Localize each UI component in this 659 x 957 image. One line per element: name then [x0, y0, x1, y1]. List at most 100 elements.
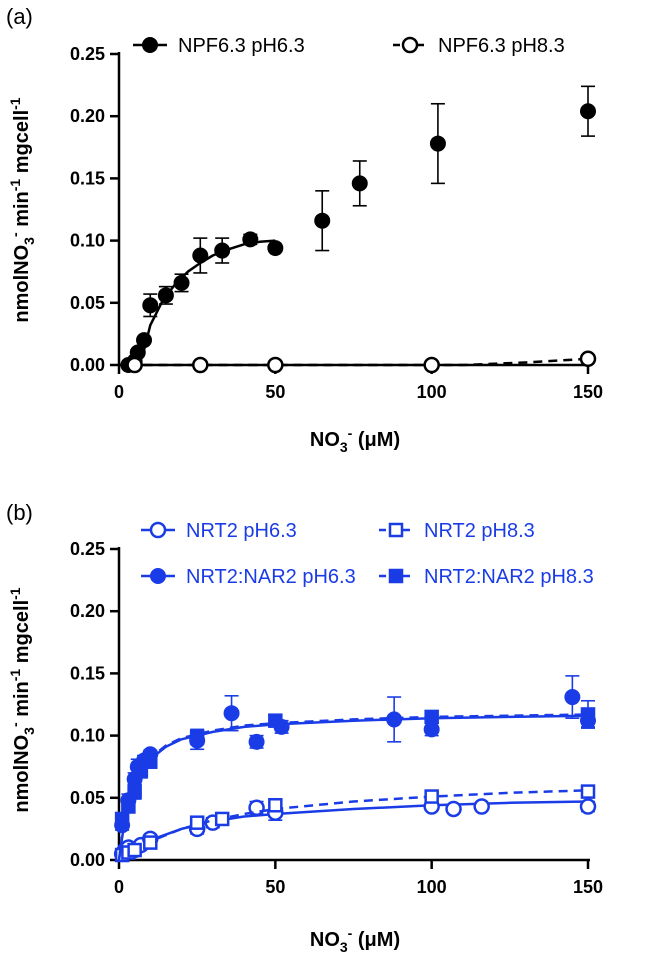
data-point — [423, 721, 440, 738]
data-point — [127, 842, 142, 858]
legend-marker — [388, 522, 404, 538]
data-point — [579, 350, 597, 368]
data-point — [192, 356, 209, 374]
legend-marker — [150, 568, 166, 584]
text-span: - — [7, 232, 23, 237]
legend-marker — [388, 568, 404, 584]
data-point — [386, 711, 403, 728]
legend-label: NRT2 pH6.3 — [186, 520, 297, 542]
data-point — [189, 815, 205, 830]
y-tick-label: 0.00 — [70, 850, 105, 870]
text-span: 3 — [21, 237, 37, 245]
x-tick-label: 0 — [114, 382, 124, 402]
y-tick-label: 0.10 — [70, 726, 105, 746]
data-point — [473, 798, 490, 815]
data-point — [136, 332, 153, 349]
x-tick-label: 150 — [573, 877, 603, 897]
y-tick-label: 0.25 — [70, 44, 105, 64]
text-span: min — [11, 681, 33, 722]
data-point — [580, 103, 596, 120]
legend-label: NPF6.3 pH6.3 — [178, 35, 305, 57]
y-tick-label: 0.15 — [70, 168, 105, 188]
text-span: -1 — [7, 587, 23, 600]
panel-label: (b) — [6, 500, 33, 525]
x-tick-label: 150 — [573, 382, 603, 402]
y-tick-label: 0.20 — [70, 106, 105, 126]
data-point — [351, 175, 368, 192]
text-span: - — [7, 722, 23, 727]
x-tick-label: 50 — [265, 382, 285, 402]
y-axis-title: nmolNO3- min-1 mgcell-1 — [7, 97, 37, 322]
legend-entry: NPF6.3 pH6.3 — [133, 35, 305, 57]
data-point — [223, 705, 240, 722]
y-tick-label: 0.15 — [70, 663, 105, 683]
data-point — [429, 135, 446, 152]
text-span: - — [348, 925, 353, 941]
data-point — [143, 835, 158, 850]
data-point — [121, 799, 136, 814]
y-tick-label: 0.00 — [70, 355, 105, 375]
fit-curve — [118, 789, 589, 862]
legend-entry: NRT2:NAR2 pH6.3 — [141, 566, 356, 588]
fit-curve — [117, 713, 589, 861]
data-point — [267, 356, 284, 374]
data-point — [424, 789, 439, 804]
text-span: NO — [310, 929, 340, 951]
legend-marker — [149, 521, 167, 539]
data-point — [189, 729, 205, 745]
x-tick-label: 100 — [417, 382, 447, 402]
data-point — [268, 713, 283, 728]
series-nrt2-nar2-ph8-3 — [114, 699, 596, 861]
data-point — [580, 784, 596, 799]
data-point — [214, 242, 231, 259]
text-span: NO — [310, 429, 340, 451]
y-axis-title: nmolNO3- min-1 mgcell-1 — [7, 587, 37, 812]
text-span: min — [11, 191, 33, 232]
data-point — [248, 733, 265, 750]
data-point — [114, 811, 130, 827]
y-tick-label: 0.10 — [70, 231, 105, 251]
legend-label: NRT2:NAR2 pH6.3 — [186, 566, 356, 588]
text-span: 3 — [21, 727, 37, 735]
text-span: 3 — [340, 939, 348, 955]
y-tick-label: 0.05 — [70, 293, 105, 313]
legend-entry: NPF6.3 pH8.3 — [393, 35, 565, 57]
data-point — [268, 798, 283, 813]
x-tick-label: 100 — [417, 877, 447, 897]
data-point — [214, 811, 230, 827]
text-span: mgcell — [11, 110, 33, 179]
data-point — [445, 800, 462, 818]
panel-label: (a) — [6, 4, 33, 29]
legend-label: NPF6.3 pH8.3 — [438, 35, 565, 57]
y-tick-label: 0.20 — [70, 601, 105, 621]
legend-entry: NRT2:NAR2 pH8.3 — [379, 566, 594, 588]
data-point — [142, 297, 159, 314]
x-tick-label: 50 — [265, 877, 285, 897]
legend-entry: NRT2 pH6.3 — [141, 520, 297, 542]
text-span: -1 — [7, 179, 23, 192]
text-span: nmolNO — [11, 245, 33, 323]
text-span: -1 — [7, 97, 23, 110]
legend-label: NRT2 pH8.3 — [424, 520, 535, 542]
legend-label: NRT2:NAR2 pH8.3 — [424, 566, 594, 588]
data-point — [267, 240, 284, 257]
data-point — [126, 356, 143, 374]
series-nrt2-nar2-ph6-3 — [114, 675, 596, 861]
data-point — [173, 274, 190, 291]
data-point — [127, 784, 142, 799]
text-span: mgcell — [11, 600, 33, 669]
chart-panel-b: (b)0.000.050.100.150.200.250 50 100 150NO3-… — [6, 500, 603, 955]
text-span: 3 — [340, 439, 348, 455]
legend-marker — [401, 36, 419, 54]
legend-marker — [142, 37, 158, 53]
x-axis-title: NO3- (μM) — [310, 425, 400, 455]
text-span: nmolNO — [11, 735, 33, 813]
data-point — [423, 356, 440, 374]
data-point — [564, 689, 581, 706]
data-point — [314, 212, 331, 229]
text-span: - — [348, 425, 353, 441]
text-span: (μM) — [352, 929, 400, 951]
data-point — [192, 247, 209, 264]
series-npf6-3-ph8-3 — [126, 350, 597, 374]
